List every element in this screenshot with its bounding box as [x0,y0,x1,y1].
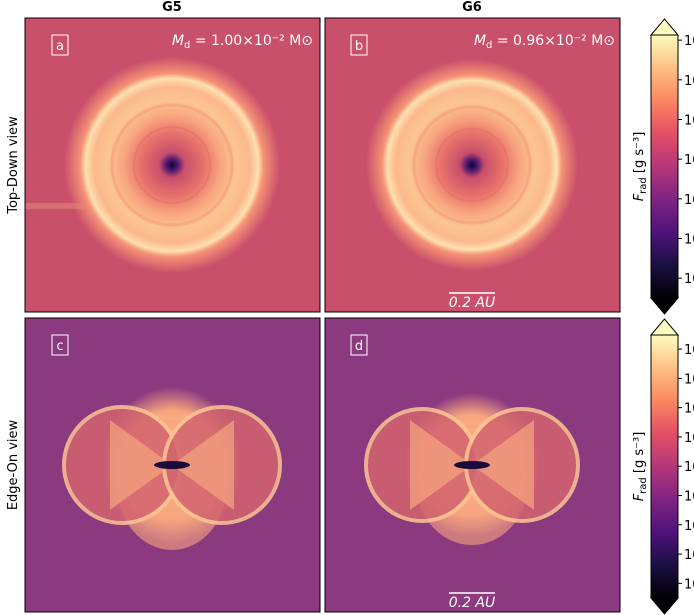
column-title: G5 [162,0,182,15]
colorbar-tick-label: 10² [684,232,694,247]
panel-frame [24,17,321,313]
panel-label-box [350,334,368,356]
panel-frame [324,17,621,313]
panel-image [25,318,320,612]
colorbar-tick-label: 10¹ [684,272,694,287]
colorbar-tick-label: 10⁴ [684,153,694,168]
colorbar-label-unit: [g s⁻³] [632,132,647,178]
row-label: Edge-On view [6,419,21,510]
colorbar-tick-label: 10⁶ [684,431,694,446]
colorbar-label: Frad [g s⁻³] [632,132,649,202]
colorbar-tick-label: 10⁷ [684,402,694,417]
colorbar-tick-label: 10³ [684,519,694,534]
scale-bar-label: 0.2 AU [449,595,496,611]
colorbar-extend [649,597,680,615]
row-label: Top-Down view [6,116,21,215]
colorbar-tick-label: 10² [684,548,694,563]
colorbar-tick-label: 10⁷ [684,34,694,49]
annotation: Md = 0.96×10⁻² M⊙ [474,33,615,51]
panel-label-box [350,34,368,56]
colorbar-extend [649,297,680,315]
colorbar-label-symbol: F [632,493,647,501]
annotation-text: = 0.96×10⁻² M⊙ [492,33,615,49]
colorbar-extend [649,18,680,36]
colorbar-label-subscript: rad [638,477,649,494]
annotation-text: = 1.00×10⁻² M⊙ [190,33,313,49]
colorbar-tick-label: 10¹ [684,577,694,592]
colorbar-label-symbol: F [632,193,647,201]
scale-bar-label: 0.2 AU [449,295,496,311]
panel-label-box [51,34,69,56]
panel-image [325,318,620,612]
colorbar-tick-label: 10⁵ [684,113,694,128]
panel-label: c [56,339,63,354]
colorbar-tick-label: 10⁴ [684,489,694,504]
colorbar-label-subscript: rad [638,177,649,194]
colorbar-extend [649,318,680,336]
panel-image [25,18,320,312]
panel-label: d [355,339,363,354]
column-title: G6 [462,0,482,15]
colorbar [650,34,679,299]
panel-frame [324,317,621,613]
panel-label-box [51,334,69,356]
panel-label: b [355,39,363,54]
panel-image [325,18,620,312]
colorbar-tick-label: 10⁵ [684,460,694,475]
annotation-symbol: M [474,33,486,49]
colorbar-tick-label: 10³ [684,193,694,208]
colorbar-tick-label: 10⁸ [684,372,694,387]
colorbar [650,334,679,599]
annotation-symbol: M [172,33,184,49]
annotation-subscript: d [486,40,492,51]
panel-frame [24,317,321,613]
panel-label: a [56,39,64,54]
colorbar-label-unit: [g s⁻³] [632,432,647,478]
colorbar-tick-label: 10⁹ [684,343,694,358]
annotation: Md = 1.00×10⁻² M⊙ [172,33,313,51]
colorbar-tick-label: 10⁶ [684,74,694,89]
colorbar-label: Frad [g s⁻³] [632,432,649,502]
annotation-subscript: d [184,40,190,51]
